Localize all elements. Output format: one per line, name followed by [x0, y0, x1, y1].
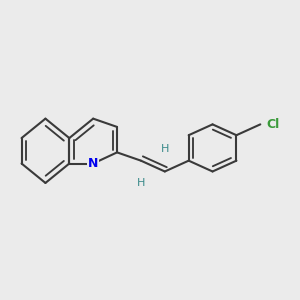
Text: Cl: Cl — [267, 118, 280, 131]
Text: H: H — [137, 178, 145, 188]
Text: N: N — [88, 157, 98, 170]
Text: H: H — [160, 144, 169, 154]
